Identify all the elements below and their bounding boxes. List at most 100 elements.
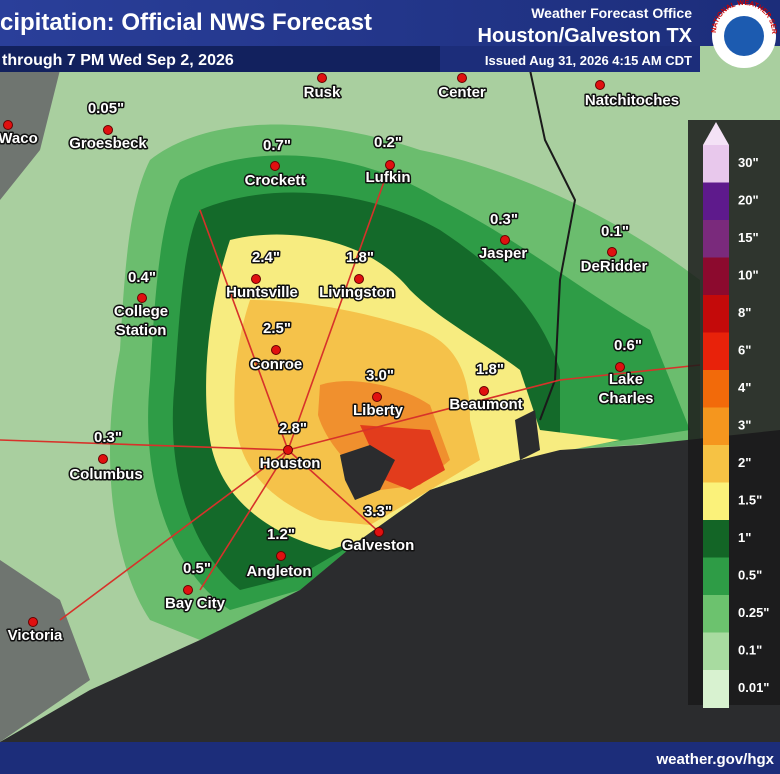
gray-land [0,70,90,742]
city-name: Angleton [247,563,312,580]
footer-url: weather.gov/hgx [655,751,774,768]
city-name: Center [438,84,486,101]
city-dot [500,235,510,245]
city-dot [98,454,108,464]
city-dot [479,386,489,396]
legend-label: 0.25" [738,605,769,620]
city-dot [283,445,293,455]
legend-swatch [703,182,729,221]
cities: Waco 0.05" Groesbeck Rusk Center Natchitoches… [0,73,681,646]
legend-swatch [703,520,729,558]
city-name: Bay City [165,595,226,612]
city-name: Beaumont [449,396,522,413]
legend-label: 4" [738,380,751,395]
rain-4 [360,425,445,490]
city-name: Huntsville [226,284,298,301]
city-dot [28,617,38,627]
city-name: Natchitoches [585,92,679,109]
city-dot [615,362,625,372]
subtitle: through 7 PM Wed Sep 2, 2026 [2,52,234,69]
rain-amount: 0.3" [490,211,518,228]
legend-label: 10" [738,268,759,283]
legend: 30" 20" 15" 10" 8" 6" 4" 3" 2" 1.5" 1" 0.5" 0.25" 0.1… [703,145,769,708]
city-name: Columbus [69,466,142,483]
legend-swatch [703,445,729,483]
city-name: Houston [260,455,321,472]
city-dot [137,293,147,303]
legend-label: 6" [738,343,751,358]
legend-arrow [703,122,729,145]
city-name: Rusk [304,84,341,101]
legend-swatch [703,295,729,333]
city-name: Conroe [250,356,303,373]
rain-amount: 1.8" [346,249,374,266]
rain-amount: 0.05" [88,100,124,117]
city-name: Lufkin [366,169,411,186]
rain-amount: 0.3" [94,429,122,446]
city-dot [607,247,617,257]
legend-label: 1" [738,530,751,545]
legend-swatch [703,482,729,521]
rain-amount: 0.7" [263,137,291,154]
legend-swatch [703,145,729,183]
issued: Issued Aug 31, 2026 4:15 AM CDT [485,53,692,68]
rain-amount: 2.8" [279,420,307,437]
logo-center [724,16,764,56]
rain-amount: 1.8" [476,361,504,378]
rain-amount: 3.0" [366,367,394,384]
title: cipitation: Official NWS Forecast [0,9,372,36]
legend-swatch [703,670,729,708]
rain-amount: 2.5" [263,320,291,337]
city-dot [457,73,467,83]
gulf [0,430,780,742]
subtitle-bar [0,46,440,72]
legend-label: 3" [738,418,751,433]
city-name: Crockett [245,172,306,189]
city-name: Liberty [353,402,404,419]
legend-swatch [703,407,729,446]
city-name: Groesbeck [69,135,147,152]
city-dot [595,80,605,90]
city-name: Lake Charles [598,371,653,407]
city-name-line: College [114,303,168,320]
legend-swatch [703,557,729,596]
legend-swatch [703,370,729,408]
city-name: Livingston [319,284,395,301]
city-name: Jasper [479,245,528,262]
rain-amount: 1.2" [267,526,295,543]
rain-amount: 0.4" [128,269,156,286]
legend-swatch [703,632,729,671]
office-line: Weather Forecast Office [531,5,692,21]
city-name: Galveston [342,537,415,554]
legend-label: 0.01" [738,680,769,695]
city-name-line: Charles [598,390,653,407]
city-dot [103,125,113,135]
state-border [529,69,577,421]
city-dot [270,161,280,171]
legend-swatch [703,595,729,633]
city-dot [385,160,395,170]
city-dot [271,345,281,355]
legend-label: 0.1" [738,643,762,658]
city-dot [354,274,364,284]
city-dot [251,274,261,284]
city-dot [183,585,193,595]
legend-swatch [703,257,729,296]
footer-bar [0,742,780,774]
legend-label: 8" [738,305,751,320]
legend-label: 15" [738,230,759,245]
city-name: DeRidder [581,258,648,275]
city-name: Waco [0,130,38,147]
rain-amount: 0.1" [601,223,629,240]
city-name-line: Station [116,322,167,339]
city-dot [276,551,286,561]
city-dot [374,527,384,537]
rain-amount: 3.3" [364,503,392,520]
rain-amount: 0.5" [183,560,211,577]
legend-label: 20" [738,193,759,208]
rain-amount: 0.6" [614,337,642,354]
header-bar [0,0,780,46]
city-name: College Station [114,303,168,339]
rain-amount: 0.2" [374,134,402,151]
